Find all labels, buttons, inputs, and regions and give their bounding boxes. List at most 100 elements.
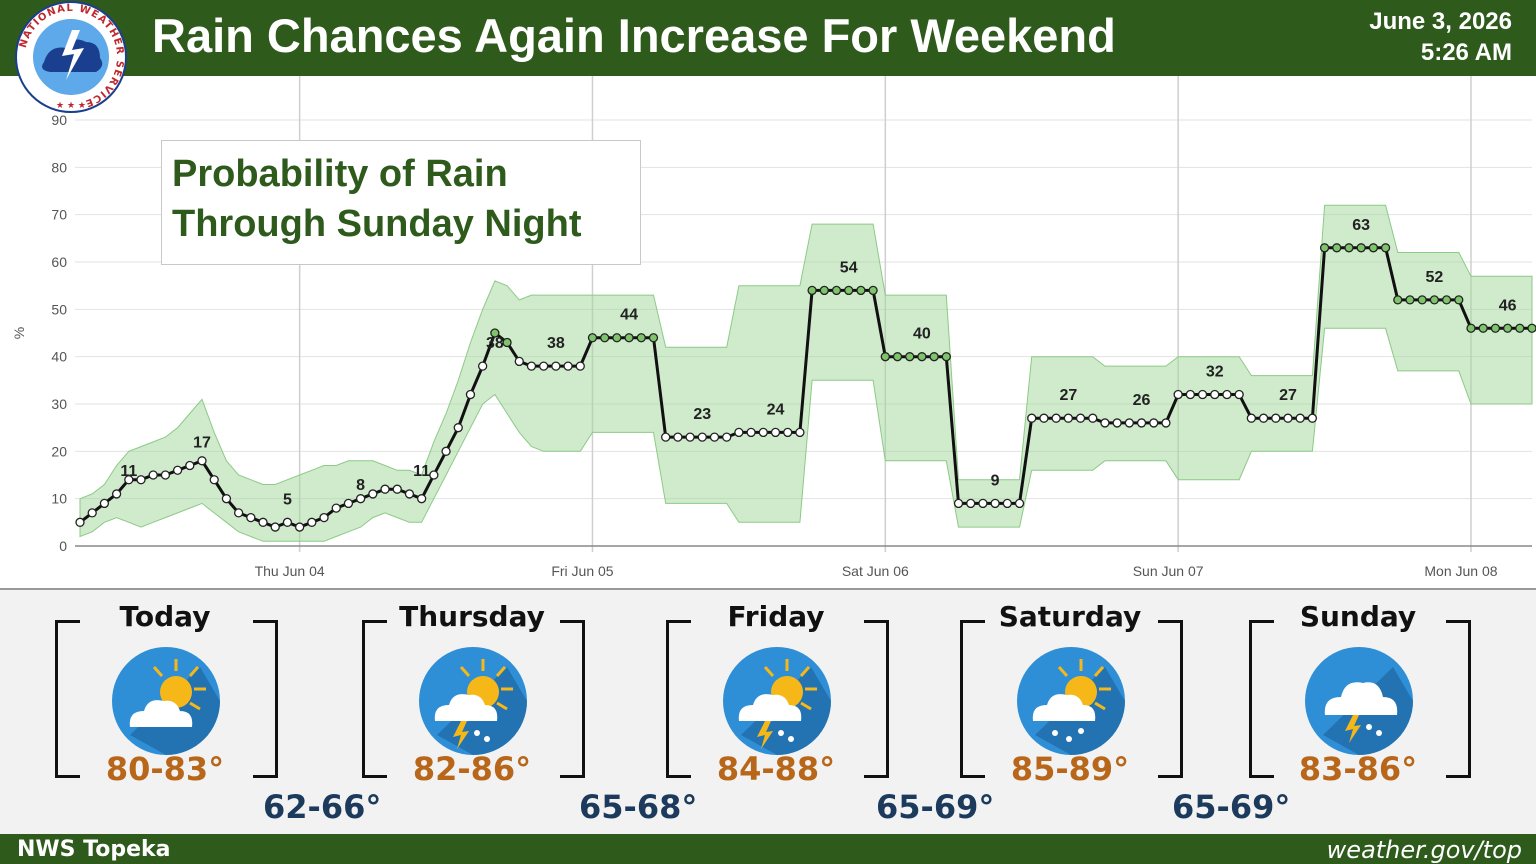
night-low-temp: 62-66°	[263, 788, 382, 826]
data-point	[807, 285, 817, 296]
data-point	[734, 427, 744, 438]
period-value-label: 63	[1352, 217, 1370, 234]
data-point	[392, 484, 402, 494]
night-low-temp: 65-68°	[579, 788, 698, 826]
data-point	[185, 460, 195, 471]
data-point	[856, 285, 866, 296]
forecast-day-saturday: Saturday 85-89°	[950, 590, 1190, 836]
period-value-label: 5	[283, 491, 292, 508]
data-point	[1246, 413, 1257, 423]
data-point	[1271, 413, 1281, 423]
x-tick-label: Sun Jun 07	[1133, 563, 1204, 579]
footer-bar: NWS Topeka weather.gov/top	[0, 834, 1536, 864]
data-point	[416, 494, 427, 504]
bracket-right	[1158, 620, 1183, 778]
thunderstorm-icon	[1305, 647, 1413, 755]
period-value-label: 27	[1279, 387, 1297, 404]
data-point	[539, 361, 549, 371]
issue-datetime: June 3, 2026 5:26 AM	[1369, 6, 1512, 68]
data-point	[1441, 295, 1452, 305]
data-point	[1088, 413, 1098, 423]
data-point	[465, 389, 476, 400]
bracket-left	[666, 620, 691, 778]
data-point	[953, 498, 964, 509]
period-value-label: 46	[1499, 297, 1517, 314]
data-point	[368, 489, 378, 499]
period-value-label: 54	[840, 259, 858, 276]
data-point	[1515, 323, 1525, 333]
data-point	[1161, 418, 1171, 428]
issue-time: 5:26 AM	[1420, 39, 1512, 66]
bracket-right	[864, 620, 889, 778]
data-point	[1210, 389, 1220, 400]
data-point	[355, 494, 366, 504]
data-point	[282, 517, 293, 527]
data-point	[1100, 418, 1110, 428]
nws-logo: NATIONAL WEATHER SERVICE ★ ★ ★	[15, 1, 127, 113]
data-point	[697, 432, 707, 442]
forecast-day-sunday: Sunday 83-86°	[1238, 590, 1478, 836]
partly-sunny-icon	[112, 647, 220, 755]
period-value-label: 17	[193, 435, 211, 452]
data-point	[1332, 243, 1342, 253]
data-point	[1490, 323, 1501, 333]
night-low-temp: 65-69°	[876, 788, 995, 826]
data-point	[1466, 323, 1476, 333]
day-high-temp: 84-88°	[716, 750, 836, 788]
day-high-temp: 82-86°	[412, 750, 532, 788]
data-point	[1197, 389, 1208, 400]
data-point	[331, 503, 341, 513]
data-point	[209, 475, 219, 485]
period-value-label: 24	[767, 401, 785, 418]
data-point	[1185, 389, 1196, 400]
data-point	[563, 361, 573, 371]
data-point	[758, 427, 768, 438]
period-value-label: 52	[1425, 269, 1443, 286]
data-point	[502, 337, 512, 348]
period-value-label: 11	[413, 463, 430, 480]
data-point	[1075, 413, 1086, 423]
data-point	[307, 517, 317, 527]
data-point	[636, 333, 646, 343]
bracket-right	[1446, 620, 1471, 778]
day-high-temp: 83-86°	[1298, 750, 1418, 788]
chart-title-line2: Through Sunday Night	[172, 203, 582, 245]
data-point	[966, 498, 976, 509]
data-point	[111, 489, 122, 499]
bracket-left	[55, 620, 80, 778]
period-value-label: 40	[913, 326, 931, 343]
data-point	[1380, 243, 1391, 253]
data-point	[1039, 413, 1049, 423]
data-point	[1027, 413, 1037, 423]
data-point	[526, 361, 537, 371]
data-point	[1173, 389, 1183, 400]
issue-date: June 3, 2026	[1369, 8, 1512, 35]
data-point	[587, 333, 598, 343]
data-point	[1527, 323, 1536, 333]
footer-office: NWS Topeka	[17, 837, 171, 862]
data-point	[1356, 243, 1366, 253]
period-value-label: 27	[1059, 387, 1077, 404]
data-point	[221, 494, 232, 504]
data-point	[172, 465, 183, 475]
chart-title-line1: Probability of Rain	[172, 153, 508, 195]
y-tick-label: 30	[51, 396, 67, 412]
period-value-label: 32	[1206, 364, 1224, 381]
day-high-temp: 85-89°	[1010, 750, 1130, 788]
data-point	[1234, 389, 1244, 400]
data-point	[1136, 418, 1147, 428]
bracket-right	[560, 620, 585, 778]
data-point	[429, 470, 439, 480]
day-high-temp: 80-83°	[105, 750, 225, 788]
period-value-label: 9	[991, 472, 1000, 489]
day-name: Saturday	[998, 600, 1142, 633]
y-tick-label: 0	[59, 538, 67, 554]
day-name: Today	[119, 600, 211, 633]
bracket-left	[1249, 620, 1274, 778]
period-value-label: 11	[120, 463, 137, 480]
period-value-label: 23	[693, 406, 711, 423]
data-point	[233, 508, 244, 518]
data-point	[831, 285, 842, 296]
data-point	[978, 498, 988, 509]
data-point	[844, 285, 854, 296]
